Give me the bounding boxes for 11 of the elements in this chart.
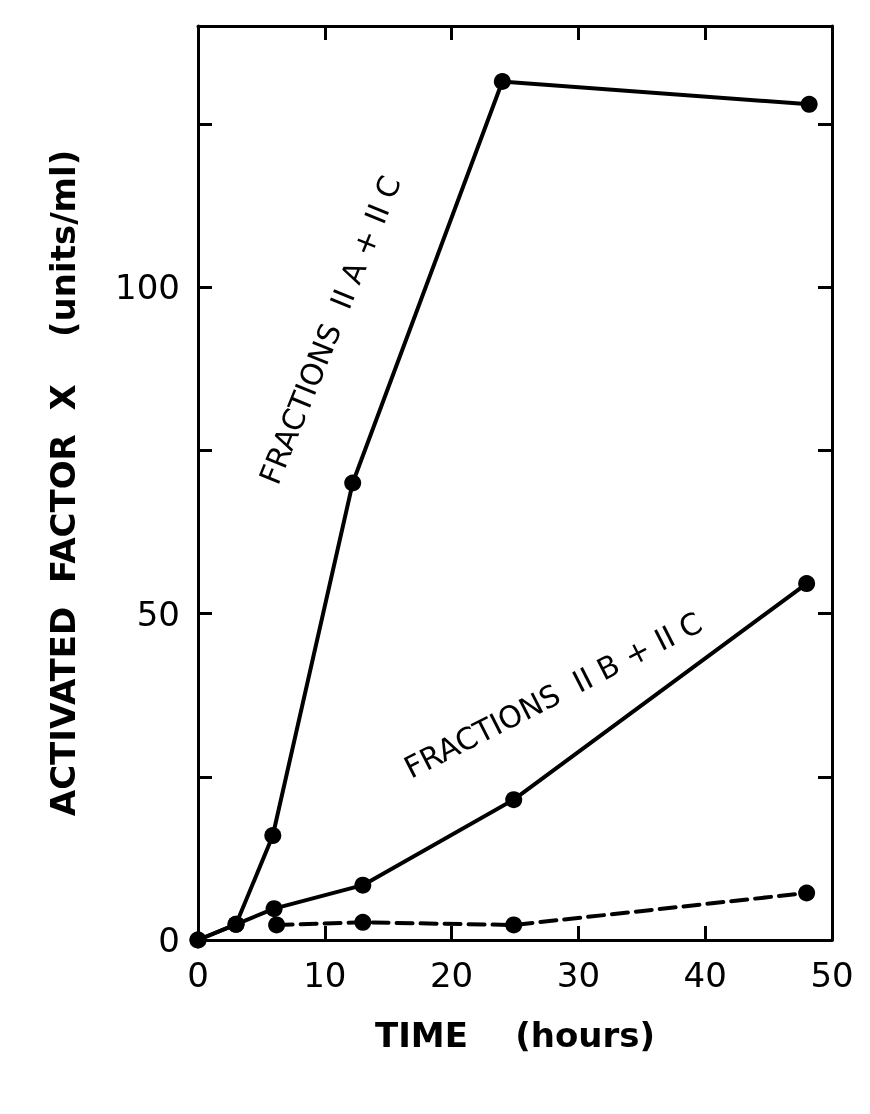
x-tick-label: 10 [303,955,347,995]
x-tick-label: 40 [683,955,727,995]
x-tick-label: 20 [429,955,474,995]
x-tick-label: 30 [556,955,601,995]
x-axis-title: TIME (hours) [374,1015,656,1055]
y-axis-title: ACTIVATED FACTOR X (units/ml) [43,149,83,817]
y-tick-label: 50 [136,593,180,634]
x-tick-label: 50 [810,955,854,995]
y-tick-label: 0 [158,920,180,960]
x-tick-label: 0 [187,955,209,995]
y-tick-label: 100 [115,267,180,308]
